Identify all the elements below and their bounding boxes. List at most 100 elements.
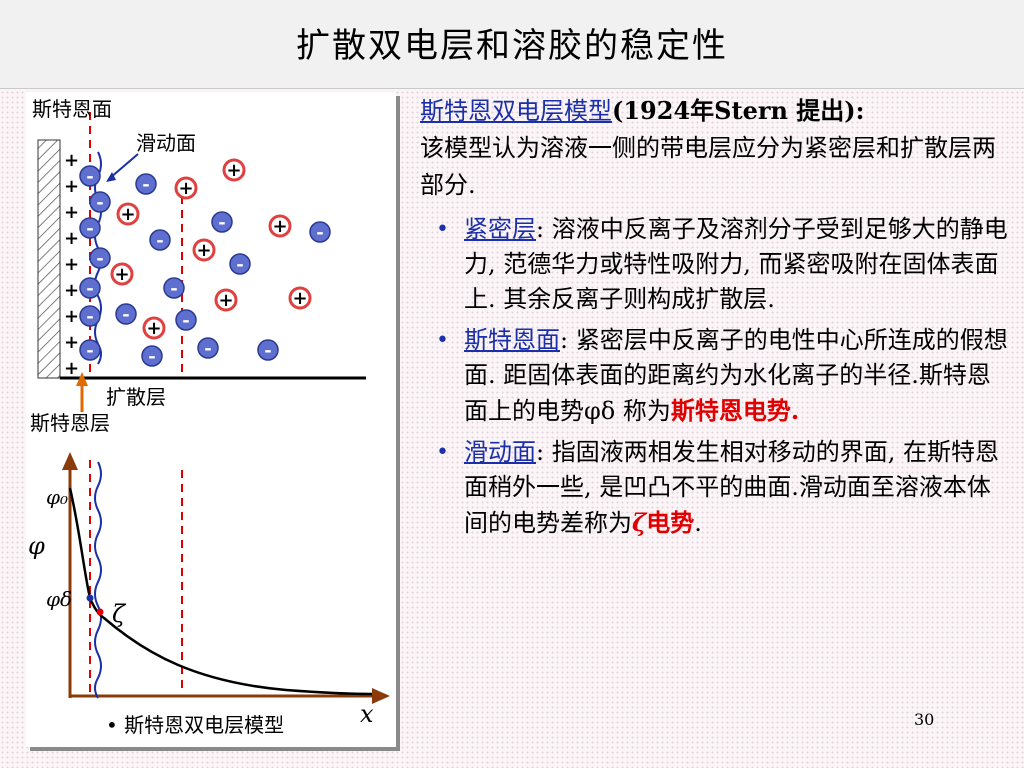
negative-ion-sign: -: [264, 340, 271, 361]
negative-ion-sign: -: [236, 254, 243, 275]
negative-ion-sign: -: [204, 338, 211, 359]
figure-caption: • 斯特恩双电层模型: [106, 713, 284, 737]
negative-ion-sign: -: [316, 222, 323, 243]
slip-plane-arrow-head: [106, 172, 116, 182]
surface-positive-charge: +: [64, 332, 79, 353]
negative-ion-sign: -: [122, 304, 129, 325]
positive-ion-icon: [192, 238, 216, 262]
surface-positive-charge: +: [64, 202, 79, 223]
zeta-potential-highlight: 电势: [646, 508, 695, 537]
positive-ion-icon: [116, 202, 140, 226]
negative-ion-sign: -: [86, 278, 93, 299]
phi-axis-label: φ: [28, 532, 45, 560]
intro-paragraph: 斯特恩双电层模型(1924年Stern 提出): 该模型认为溶液一侧的带电层应分…: [420, 92, 1010, 204]
slip-plane-curve-graph: [94, 461, 102, 699]
negative-ion-sign: -: [170, 278, 177, 299]
definition-end: .: [694, 509, 702, 537]
figure-svg: +++++++++ -------- +++ - + -- +-+-+ +- -+-- - 斯特…: [28, 97, 390, 737]
negative-ion-icon: [149, 229, 171, 251]
stern-plane-label: 斯特恩面: [32, 97, 112, 121]
stern-potential-point: [86, 594, 94, 602]
surface-positive-charge: +: [64, 254, 79, 275]
negative-ion-icon: [115, 303, 137, 325]
phi-delta-label: φδ: [46, 587, 72, 611]
negative-ion-sign: -: [86, 306, 93, 327]
negative-ion-sign: -: [142, 174, 149, 195]
surface-positive-charge: +: [64, 280, 79, 301]
positive-ion-sign: +: [120, 204, 135, 225]
stern-model-link[interactable]: 斯特恩双电层模型: [420, 97, 612, 125]
intro-year: (1924年Stern 提出):: [612, 96, 865, 125]
negative-ion-icon: [257, 339, 279, 361]
stern-layer-arrow-head: [76, 372, 88, 386]
positive-ion-sign: +: [292, 288, 307, 309]
positive-ion-sign: +: [196, 240, 211, 261]
term-slip-plane[interactable]: 滑动面: [464, 438, 536, 466]
text-column: 斯特恩双电层模型(1924年Stern 提出): 该模型认为溶液一侧的带电层应分…: [420, 92, 1010, 547]
bullet-icon: •: [436, 440, 449, 465]
positive-ion-sign: +: [226, 160, 241, 181]
negative-ion-icon: [309, 221, 331, 243]
solid-wall: [37, 139, 61, 379]
positive-ion-sign: +: [178, 178, 193, 199]
negative-ion-icon: [79, 217, 101, 239]
slip-plane-label: 滑动面: [136, 131, 196, 155]
page-number: 30: [914, 710, 935, 729]
surface-positive-charge: +: [64, 306, 79, 327]
stern-model-figure: + + + + + + + + + - - - - - - - - + + + - + - - + - + - + + - - + - - - 斯特…: [26, 92, 396, 747]
negative-ion-sign: -: [182, 310, 189, 331]
zeta-potential-point: [96, 608, 104, 616]
surface-charges: + + + + + + + + +: [64, 150, 79, 379]
positive-ion-icon: [288, 286, 312, 310]
surface-positive-charge: +: [64, 358, 79, 379]
stern-potential-highlight: 斯特恩电势: [670, 396, 791, 425]
negative-ion-sign: -: [96, 248, 103, 269]
surface-positive-charge: +: [64, 228, 79, 249]
term-stern-plane[interactable]: 斯特恩面: [464, 326, 560, 354]
term-compact-layer[interactable]: 紧密层: [464, 215, 536, 243]
positive-ion-sign: +: [114, 264, 129, 285]
negative-ion-sign: -: [86, 340, 93, 361]
negative-ion-icon: [163, 277, 185, 299]
positive-ion-sign: +: [146, 318, 161, 339]
phi0-label: φ₀: [46, 485, 68, 509]
negative-ion-icon: [79, 339, 101, 361]
positive-ion-icon: [142, 316, 166, 340]
slide-title: 扩散双电层和溶胶的稳定性: [296, 26, 728, 66]
y-axis-arrow: [62, 452, 78, 470]
negative-ion-icon: [89, 191, 111, 213]
negative-ion-sign: -: [86, 166, 93, 187]
zeta-symbol: ζ: [632, 508, 647, 537]
positive-ion-icon: [214, 288, 238, 312]
positive-ion-sign: +: [272, 216, 287, 237]
negative-ion-icon: [141, 345, 163, 367]
bullet-icon: •: [436, 217, 449, 242]
list-item: • 斯特恩面: 紧密层中反离子的电性中心所连成的假想面. 距固体表面的距离约为水…: [420, 323, 1010, 429]
zeta-label: ζ: [112, 600, 127, 628]
positive-ion-icon: [222, 158, 246, 182]
surface-positive-charge: +: [64, 176, 79, 197]
definition-body: : 指固液两相发生相对移动的界面, 在斯特恩面稍外一些, 是凹凸不平的曲面.滑动…: [464, 438, 999, 537]
negative-ion-sign: -: [148, 346, 155, 367]
negative-ion-sign: -: [218, 212, 225, 233]
x-axis-arrow: [372, 688, 390, 704]
positive-ion-icon: [174, 176, 198, 200]
negative-ion-icon: [135, 173, 157, 195]
negative-ion-icon: [211, 211, 233, 233]
bullet-icon: •: [436, 328, 449, 353]
definition-body: : 溶液中反离子及溶剂分子受到足够大的静电力, 范德华力或特性吸附力, 而紧密吸…: [464, 215, 1008, 313]
list-item: • 紧密层: 溶液中反离子及溶剂分子受到足够大的静电力, 范德华力或特性吸附力,…: [420, 212, 1010, 317]
stern-layer-label: 斯特恩层: [30, 411, 110, 435]
definition-body: : 紧密层中反离子的电性中心所连成的假想面. 距固体表面的距离约为水化离子的半径…: [464, 326, 1008, 425]
negative-ion-icon: [197, 337, 219, 359]
slip-plane-arrow: [109, 153, 139, 179]
definition-list: • 紧密层: 溶液中反离子及溶剂分子受到足够大的静电力, 范德华力或特性吸附力,…: [420, 212, 1010, 541]
negative-ion-sign: -: [96, 192, 103, 213]
negative-ion-icon: [229, 253, 251, 275]
list-item: • 滑动面: 指固液两相发生相对移动的界面, 在斯特恩面稍外一些, 是凹凸不平的…: [420, 435, 1010, 541]
positive-ion-sign: +: [218, 290, 233, 311]
negative-ion-icon: [175, 309, 197, 331]
negative-ion-icon: [89, 247, 111, 269]
ions: -------- +++ - + -- +-+-+ +- -+-- -: [79, 158, 331, 367]
intro-body: 该模型认为溶液一侧的带电层应分为紧密层和扩散层两部分.: [420, 134, 996, 199]
